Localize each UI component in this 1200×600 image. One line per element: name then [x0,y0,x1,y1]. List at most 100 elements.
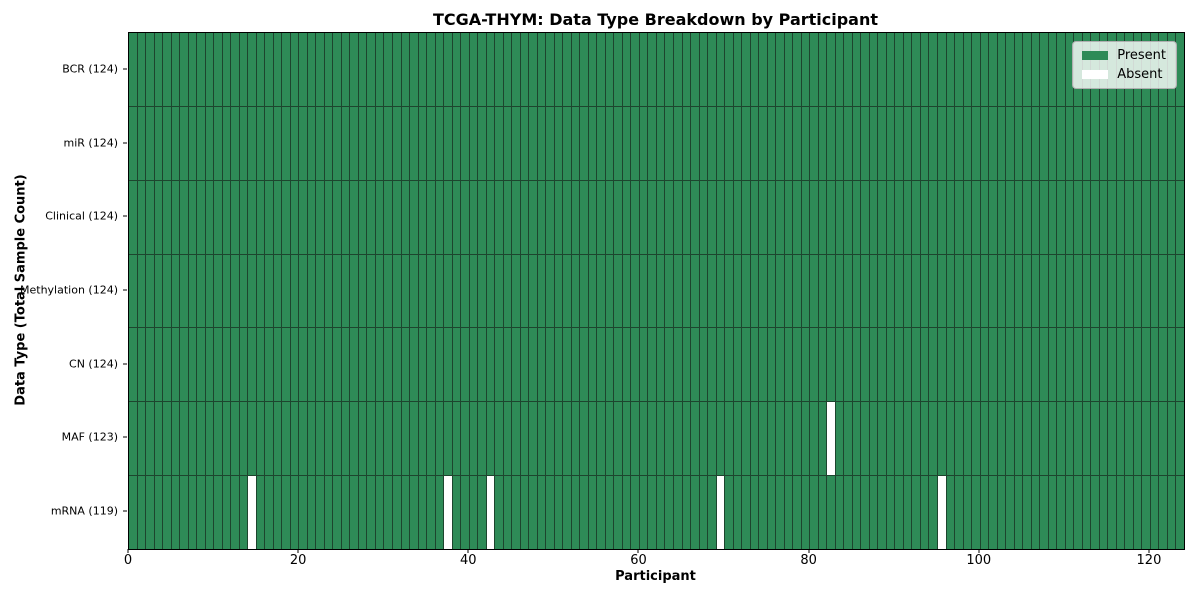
heatmap-cell-present [817,328,827,402]
heatmap-cell-present [1013,328,1023,402]
heatmap-cell-present [817,106,827,180]
heatmap-cell-present [988,106,997,180]
heatmap-cell-present [698,180,708,254]
heatmap-cell-present [954,33,963,106]
heatmap-cell-present [129,402,137,476]
heatmap-cell-present [681,328,691,402]
heatmap-cell-present [673,33,682,106]
heatmap-cell-present [162,33,171,106]
heatmap-cell-present [1166,254,1176,328]
heatmap-cell-present [894,328,903,402]
heatmap-cell-present [919,180,929,254]
heatmap-cell-present [758,106,767,180]
heatmap-cell-present [996,476,1006,550]
heatmap-cell-present [281,33,290,106]
heatmap-cell-present [1124,106,1133,180]
heatmap-cell-present [289,254,299,328]
heatmap-cell-present [1090,328,1099,402]
heatmap-cell-absent [247,476,256,550]
legend-swatch-present [1082,51,1109,60]
heatmap-cell-present [502,476,512,550]
heatmap-cell-present [800,476,810,550]
heatmap-cell-present [911,402,920,476]
heatmap-cell-present [1175,476,1184,550]
heatmap-cell-present [1158,402,1167,476]
heatmap-cell-present [971,106,980,180]
heatmap-cell-present [477,328,486,402]
heatmap-cell-present [323,180,333,254]
heatmap-cell-present [715,402,725,476]
heatmap-cell-present [340,106,350,180]
heatmap-cell-present [1039,476,1048,550]
heatmap-cell-present [1158,106,1167,180]
heatmap-cell-present [681,33,691,106]
heatmap-cell-present [460,328,469,402]
heatmap-cell-present [366,254,375,328]
heatmap-cell-present [511,106,520,180]
heatmap-cell-present [340,402,350,476]
heatmap-cell-present [962,402,972,476]
heatmap-cell-present [1030,180,1040,254]
heatmap-cell-present [460,106,469,180]
heatmap-cell-present [332,254,341,328]
heatmap-cell-present [715,254,725,328]
legend: Present Absent [1072,41,1177,89]
heatmap-cell-present [971,328,980,402]
x-tick-label: 20 [289,553,307,568]
heatmap-cell-present [570,328,580,402]
heatmap-cell-present [962,476,972,550]
heatmap-cell-present [1022,180,1031,254]
heatmap-cell-present [502,33,512,106]
heatmap-cell-present [800,402,810,476]
heatmap-cell-present [817,476,827,550]
heatmap-cell-present [1081,476,1091,550]
heatmap-cell-present [247,33,256,106]
heatmap-cell-present [1124,328,1133,402]
heatmap-cell-present [136,402,146,476]
heatmap-cell-present [451,254,461,328]
heatmap-cell-present [1022,106,1031,180]
heatmap-cell-present [664,254,673,328]
heatmap-cell-present [357,180,367,254]
heatmap-cell-present [179,33,188,106]
heatmap-cell-present [979,33,989,106]
heatmap-row [129,475,1184,550]
heatmap-cell-absent [485,476,495,550]
heatmap-cell-present [315,106,324,180]
heatmap-cell-present [630,254,639,328]
heatmap-cell-present [1064,106,1074,180]
heatmap-cell-present [323,33,333,106]
heatmap-cell-present [928,328,937,402]
heatmap-cell-present [1149,476,1159,550]
heatmap-cell-present [129,254,137,328]
heatmap-cell-present [800,328,810,402]
heatmap-cell-present [766,254,776,328]
heatmap-cell-present [1149,106,1159,180]
heatmap-cell-present [374,33,384,106]
heatmap-cell-present [775,254,784,328]
heatmap-cell-present [868,402,878,476]
heatmap-cell-present [894,180,903,254]
heatmap-cell-present [417,402,427,476]
heatmap-cell-present [400,33,410,106]
heatmap-cell-present [528,106,537,180]
heatmap-cell-present [1056,33,1065,106]
heatmap-cell-present [749,33,759,106]
heatmap-cell-present [255,476,265,550]
heatmap-cell-present [179,402,188,476]
heatmap-cell-present [162,328,171,402]
heatmap-cell-present [647,476,656,550]
heatmap-cell-present [1030,33,1040,106]
heatmap-cell-present [843,328,852,402]
heatmap-cell-present [426,476,435,550]
heatmap-cell-present [630,476,639,550]
heatmap-cell-present [230,328,239,402]
heatmap-cell-present [792,254,801,328]
heatmap-cell-present [936,106,946,180]
heatmap-cell-present [1047,106,1057,180]
heatmap-cell-present [204,33,214,106]
heatmap-cell-present [732,328,742,402]
heatmap-cell-present [383,33,392,106]
heatmap-cell-present [860,402,869,476]
heatmap-cell-present [230,254,239,328]
